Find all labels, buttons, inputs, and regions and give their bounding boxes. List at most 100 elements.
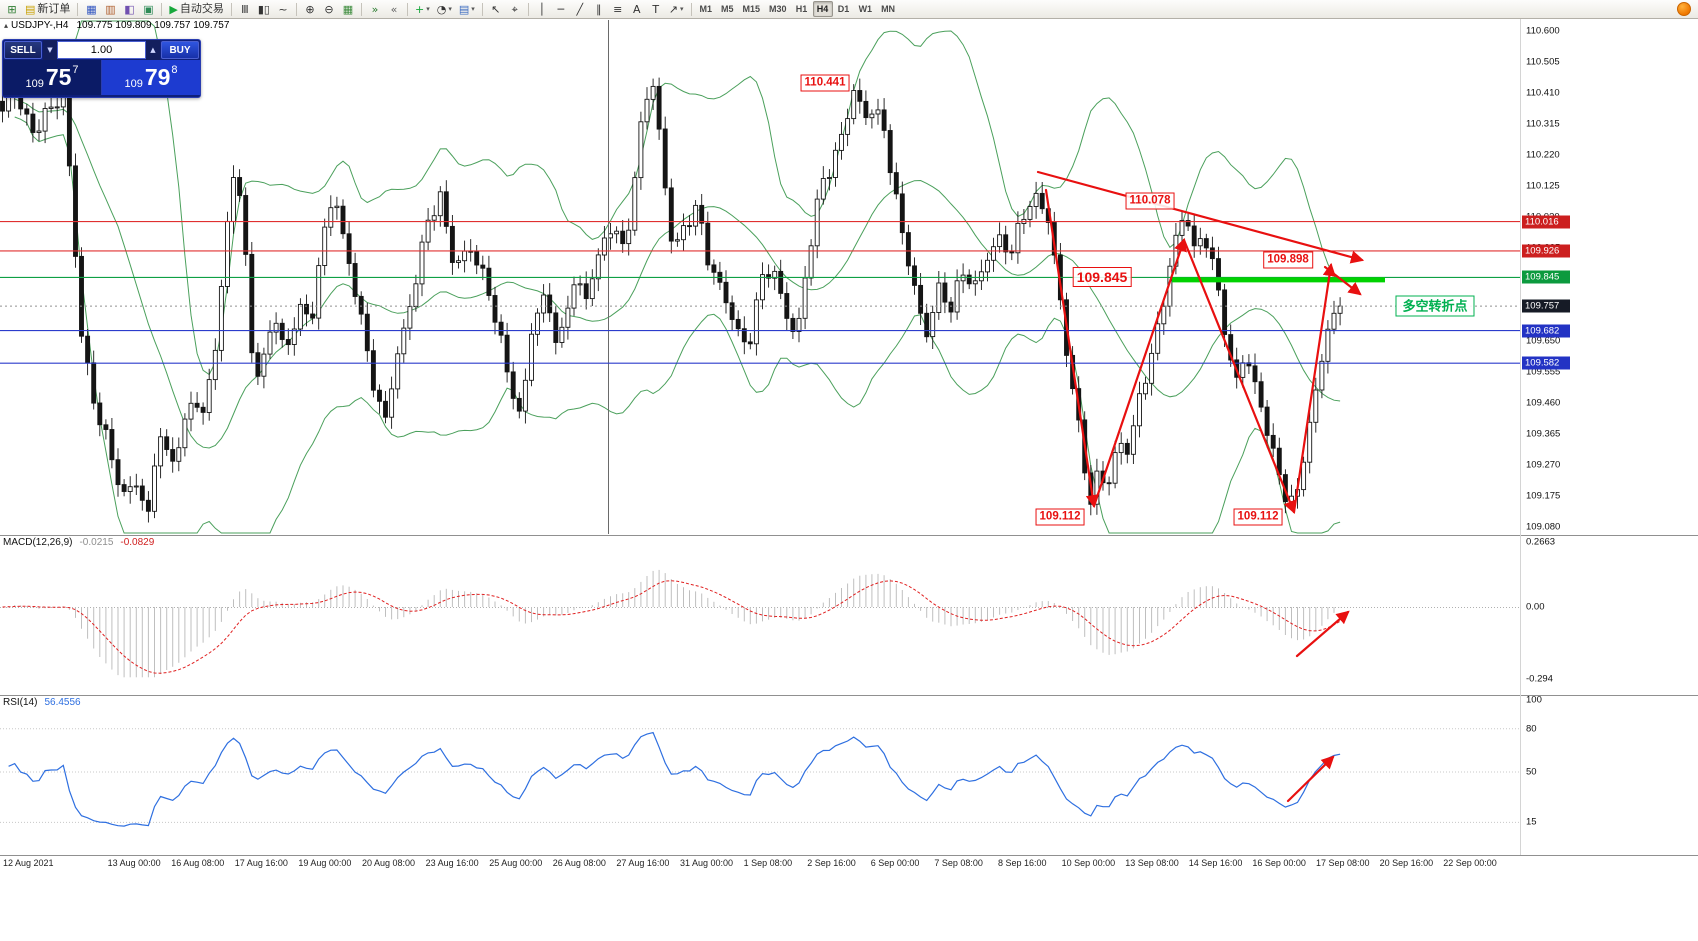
vertical-line-icon-glyph: │ <box>538 2 546 16</box>
bid-prefix: 109 <box>25 78 44 90</box>
trendline-icon[interactable]: ╱ <box>571 1 589 17</box>
timeframe-d1-button[interactable]: D1 <box>834 1 854 17</box>
turning-point-label[interactable]: 多空转折点 <box>1395 295 1475 317</box>
price-annotation[interactable]: 109.898 <box>1263 251 1313 269</box>
navigator-icon[interactable]: ◧ <box>120 1 138 17</box>
market-watch-icon[interactable]: ▦ <box>82 1 100 17</box>
lot-decrease-button[interactable]: ▼ <box>43 40 57 60</box>
macd-signal-line <box>2 580 1341 674</box>
trendline-icon-glyph: ╱ <box>576 2 584 16</box>
sell-price-button[interactable]: 109 75 7 <box>3 60 102 95</box>
lot-size-input[interactable] <box>57 41 146 59</box>
chart-shift-icon[interactable]: « <box>385 1 403 17</box>
templates-icon[interactable]: ▤ ▾ <box>456 1 478 17</box>
data-window-icon[interactable]: ▥ <box>101 1 119 17</box>
timeframe-m30-button[interactable]: M30 <box>765 1 791 17</box>
new-order-button-glyph: ▤ <box>25 2 36 16</box>
time-axis-label: 16 Aug 08:00 <box>171 858 225 868</box>
zoom-out-icon[interactable]: ⊖ <box>320 1 338 17</box>
ohlc-values: 109.775 109.809 109.757 109.757 <box>76 20 230 31</box>
collapse-icon[interactable]: ▴ <box>4 21 9 30</box>
sell-button[interactable]: SELL <box>4 41 42 59</box>
price-annotation[interactable]: 109.845 <box>1072 267 1132 288</box>
bid-pip-digit: 7 <box>72 64 79 76</box>
cursor-icon[interactable]: ↖ <box>487 1 505 17</box>
timeframe-m15-button[interactable]: M15 <box>739 1 765 17</box>
crosshair-icon[interactable]: ⌖ <box>506 1 524 17</box>
indicators-icon[interactable]: + ▾ <box>412 1 433 17</box>
terminal-icon[interactable]: ▣ <box>139 1 157 17</box>
indicators-icon-glyph: + <box>414 2 425 16</box>
new-order-button[interactable]: ▤ 新订单 <box>22 1 73 17</box>
auto-scroll-icon[interactable]: » <box>366 1 384 17</box>
macd-axis-label: 0.2663 <box>1526 536 1556 548</box>
time-axis-label: 19 Aug 00:00 <box>298 858 352 868</box>
channel-icon[interactable]: ∥ <box>590 1 608 17</box>
trade-panel-controls: SELL ▼ ▲ BUY <box>3 40 200 60</box>
price-annotation[interactable]: 110.078 <box>1125 192 1175 210</box>
vertical-line-icon[interactable]: │ <box>533 1 551 17</box>
time-axis-label: 13 Aug 00:00 <box>107 858 161 868</box>
lot-increase-button[interactable]: ▲ <box>146 40 160 60</box>
rsi-indicator-title: RSI(14) 56.4556 <box>3 697 81 708</box>
text-icon[interactable]: A <box>628 1 646 17</box>
toolbar: ⊞ ▤ 新订单 ▦ ▥ ◧ ▣ ▶ 自动交易 Ⅲ ▮▯ ~ ⊕ ⊖ ▦» «+ ▾ ◔ ▾ ▤ ▾ ↖ ⌖ │ ─ ╱ ∥ ≡ A T ↗ ▾… <box>0 0 1698 19</box>
periods-icon[interactable]: ◔ ▾ <box>434 1 455 17</box>
line-chart-icon[interactable]: ~ <box>274 1 292 17</box>
data-window-icon-glyph: ▥ <box>105 2 116 16</box>
price-annotation[interactable]: 109.112 <box>1035 508 1085 526</box>
toolbar-separator <box>295 2 297 16</box>
price-annotation[interactable]: 110.441 <box>800 74 850 92</box>
macd-name: MACD(12,26,9) <box>3 537 73 548</box>
notification-icon[interactable] <box>1677 2 1691 16</box>
zoom-in-icon[interactable]: ⊕ <box>301 1 319 17</box>
autotrading-button[interactable]: ▶ 自动交易 <box>166 1 226 17</box>
new-chart-icon[interactable]: ⊞ <box>3 1 21 17</box>
label-icon[interactable]: T <box>647 1 665 17</box>
price-axis-label: 109.175 <box>1526 490 1561 502</box>
macd-main-value: -0.0215 <box>79 537 114 548</box>
symbol-label: USDJPY-,H4 <box>11 20 69 31</box>
price-level-label: 110.016 <box>1522 215 1570 229</box>
chart-shift-icon-glyph: « <box>390 2 398 16</box>
horizontal-levels[interactable] <box>0 221 1520 364</box>
toolbar-separator <box>406 2 408 16</box>
buy-button[interactable]: BUY <box>161 41 199 59</box>
navigator-icon-glyph: ◧ <box>124 2 135 16</box>
periods-icon-glyph: ◔ <box>436 2 447 16</box>
macd-indicator-title: MACD(12,26,9) -0.0215 -0.0829 <box>3 537 154 548</box>
timeframe-m1-button[interactable]: M1 <box>696 1 717 17</box>
timeframe-m5-button[interactable]: M5 <box>717 1 738 17</box>
buy-price-button[interactable]: 109 79 8 <box>102 60 200 95</box>
timeframe-h4-button[interactable]: H4 <box>812 1 833 17</box>
timeframe-w1-button[interactable]: W1 <box>855 1 877 17</box>
time-axis-label: 26 Aug 08:00 <box>552 858 606 868</box>
trend-arrows[interactable] <box>1036 170 1365 803</box>
bollinger-bands <box>14 20 1341 534</box>
price-axis-label: 109.270 <box>1526 459 1561 471</box>
price-level-label: 109.682 <box>1522 324 1570 338</box>
price-annotation[interactable]: 109.112 <box>1233 508 1283 526</box>
time-axis-label: 25 Aug 00:00 <box>489 858 543 868</box>
rsi-name: RSI(14) <box>3 697 38 708</box>
rsi-axis-label: 80 <box>1526 723 1537 735</box>
timeframe-mn-button[interactable]: MN <box>877 1 899 17</box>
price-axis-label: 110.600 <box>1526 25 1560 37</box>
arrows-tool-icon[interactable]: ↗ ▾ <box>666 1 687 17</box>
bars-chart-icon[interactable]: Ⅲ <box>236 1 254 17</box>
time-axis-label: 8 Sep 16:00 <box>998 858 1047 868</box>
tile-windows-icon[interactable]: ▦ <box>339 1 357 17</box>
candles-chart-icon[interactable]: ▮▯ <box>255 1 273 17</box>
price-axis-label: 110.410 <box>1526 87 1560 99</box>
macd-axis-label: -0.294 <box>1526 673 1553 685</box>
candles-chart-icon-glyph: ▮▯ <box>257 2 270 16</box>
caret-down-icon: ▾ <box>471 4 475 13</box>
horizontal-line-icon[interactable]: ─ <box>552 1 570 17</box>
timeframe-h1-button[interactable]: H1 <box>792 1 812 17</box>
fibonacci-icon[interactable]: ≡ <box>609 1 627 17</box>
price-level-label: 109.926 <box>1522 244 1570 258</box>
zoom-out-icon-glyph: ⊖ <box>324 2 334 16</box>
price-axis-label: 109.555 <box>1526 366 1561 378</box>
